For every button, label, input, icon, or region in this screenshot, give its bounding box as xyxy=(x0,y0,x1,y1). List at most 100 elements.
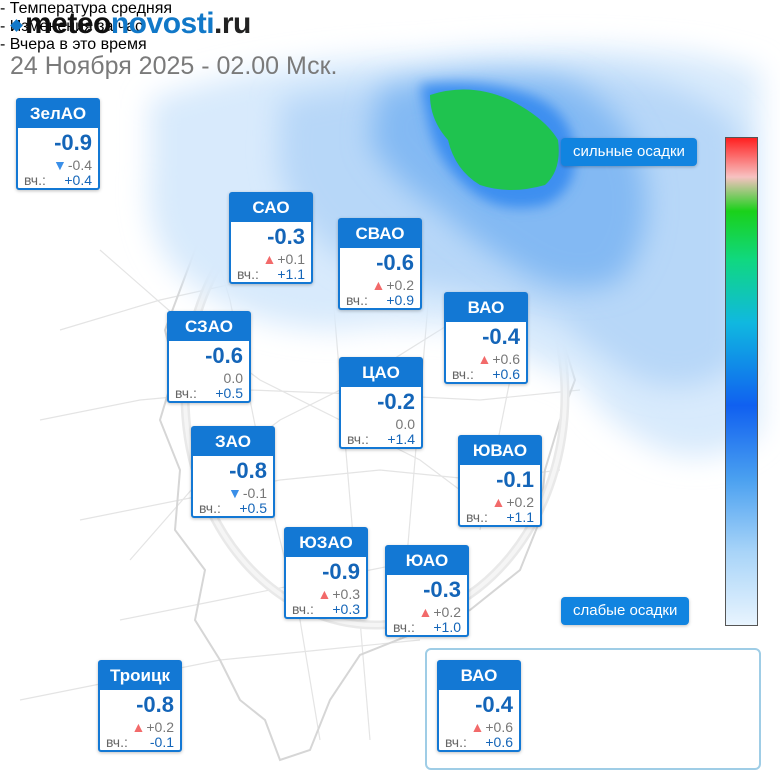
legend-line-change: - Изменения за час xyxy=(0,18,144,35)
card-title: ВАО xyxy=(446,294,526,322)
card-temperature: -0.3 xyxy=(423,577,461,602)
card-temperature: -0.6 xyxy=(205,343,243,368)
district-card-vao[interactable]: ВАО -0.4 ▲+0.6 вч.: +0.6 xyxy=(444,292,528,384)
card-temperature: -0.4 xyxy=(482,324,520,349)
forecast-date: 24 Ноября 2025 - 02.00 Мск. xyxy=(10,52,338,80)
district-card-yuao[interactable]: ЮАО -0.3 ▲+0.2 вч.: +1.0 xyxy=(385,545,469,637)
card-temperature: -0.4 xyxy=(475,692,513,717)
yesterday-label: вч.: xyxy=(346,292,368,308)
district-card-szao[interactable]: СЗАО -0.6 0.0 вч.: +0.5 xyxy=(167,311,251,403)
card-title: САО xyxy=(231,194,311,222)
card-change: ▲+0.2 xyxy=(132,719,175,735)
card-yesterday: вч.: +1.0 xyxy=(393,619,461,635)
yesterday-value: +1.1 xyxy=(506,509,534,525)
precipitation-scale-bar xyxy=(725,137,758,626)
card-temperature: -0.2 xyxy=(377,389,415,414)
yesterday-label: вч.: xyxy=(347,431,369,447)
card-temperature: -0.3 xyxy=(267,224,305,249)
card-yesterday: вч.: +1.4 xyxy=(347,431,415,447)
district-card-zao[interactable]: ЗАО -0.8 ▼-0.1 вч.: +0.5 xyxy=(191,426,275,518)
card-temperature: -0.8 xyxy=(136,692,174,717)
card-yesterday: вч.: +1.1 xyxy=(237,266,305,282)
yesterday-label: вч.: xyxy=(445,734,467,750)
card-change: ▲+0.6 xyxy=(471,719,514,735)
card-temperature: -0.6 xyxy=(376,250,414,275)
heavy-precipitation-label: сильные осадки xyxy=(561,138,697,166)
yesterday-label: вч.: xyxy=(393,619,415,635)
arrow-up-icon: ▲ xyxy=(371,277,386,293)
card-change-value: +0.2 xyxy=(386,277,414,293)
card-change-value: +0.2 xyxy=(146,719,174,735)
card-yesterday: вч.: +0.9 xyxy=(346,292,414,308)
yesterday-value: +0.3 xyxy=(332,601,360,617)
district-card-svao[interactable]: СВАО -0.6 ▲+0.2 вч.: +0.9 xyxy=(338,218,422,310)
logo-text-novosti: novosti xyxy=(110,7,215,40)
card-change-value: -0.4 xyxy=(67,157,92,173)
card-change-value: 0.0 xyxy=(395,416,415,432)
legend-example-card: ВАО -0.4 ▲+0.6 вч.: +0.6 xyxy=(437,660,521,752)
card-title: ЮЗАО xyxy=(286,529,366,557)
card-yesterday: вч.: +1.1 xyxy=(466,509,534,525)
district-card-yuzao[interactable]: ЮЗАО -0.9 ▲+0.3 вч.: +0.3 xyxy=(284,527,368,619)
card-change: ▲+0.2 xyxy=(419,604,462,620)
card-change: ▼-0.4 xyxy=(53,157,92,173)
card-change: ▲+0.2 xyxy=(492,494,535,510)
card-title: ЮВАО xyxy=(460,437,540,465)
yesterday-label: вч.: xyxy=(237,266,259,282)
card-change: ▲+0.3 xyxy=(318,586,361,602)
card-change-value: 0.0 xyxy=(223,370,243,386)
arrow-down-icon: ▼ xyxy=(228,485,242,501)
arrow-up-icon: ▲ xyxy=(491,494,506,510)
card-temperature: -0.8 xyxy=(229,458,267,483)
card-change: ▼-0.1 xyxy=(228,485,267,501)
card-title: СВАО xyxy=(340,220,420,248)
yesterday-value: +1.0 xyxy=(433,619,461,635)
card-yesterday: вч.: +0.4 xyxy=(24,172,92,188)
district-card-troick[interactable]: Троицк -0.8 ▲+0.2 вч.: -0.1 xyxy=(98,660,182,752)
yesterday-value: +0.6 xyxy=(485,734,513,750)
district-card-sao[interactable]: САО -0.3 ▲+0.1 вч.: +1.1 xyxy=(229,192,313,284)
card-title: ЮАО xyxy=(387,547,467,575)
card-title: СЗАО xyxy=(169,313,249,341)
yesterday-value: +0.5 xyxy=(239,500,267,516)
card-yesterday: вч.: +0.5 xyxy=(199,500,267,516)
legend-line-yesterday: - Вчера в это время xyxy=(0,36,147,53)
card-change-value: +0.6 xyxy=(485,719,513,735)
yesterday-label: вч.: xyxy=(452,366,474,382)
district-card-yuvao[interactable]: ЮВАО -0.1 ▲+0.2 вч.: +1.1 xyxy=(458,435,542,527)
card-yesterday: вч.: -0.1 xyxy=(106,734,174,750)
arrow-down-icon: ▼ xyxy=(53,157,67,173)
card-title: ЗАО xyxy=(193,428,273,456)
card-yesterday: вч.: +0.3 xyxy=(292,601,360,617)
light-precipitation-label: слабые осадки xyxy=(561,597,690,625)
yesterday-label: вч.: xyxy=(175,385,197,401)
yesterday-label: вч.: xyxy=(292,601,314,617)
card-yesterday: вч.: +0.5 xyxy=(175,385,243,401)
yesterday-value: +0.5 xyxy=(215,385,243,401)
arrow-up-icon: ▲ xyxy=(262,251,277,267)
yesterday-label: вч.: xyxy=(466,509,488,525)
card-title: ЦАО xyxy=(341,359,421,387)
district-card-zelao[interactable]: ЗелАО -0.9 ▼-0.4 вч.: +0.4 xyxy=(16,98,100,190)
district-card-cao[interactable]: ЦАО -0.2 0.0 вч.: +1.4 xyxy=(339,357,423,449)
logo-text-domain: .ru xyxy=(214,7,251,40)
card-yesterday: вч.: +0.6 xyxy=(452,366,520,382)
card-temperature: -0.1 xyxy=(496,467,534,492)
arrow-up-icon: ▲ xyxy=(131,719,146,735)
card-change-value: +0.2 xyxy=(433,604,461,620)
site-logo[interactable]: meteonovosti.ru xyxy=(10,6,251,42)
card-temperature: -0.9 xyxy=(322,559,360,584)
arrow-up-icon: ▲ xyxy=(477,351,492,367)
yesterday-value: +0.6 xyxy=(492,366,520,382)
card-change: ▲+0.6 xyxy=(478,351,521,367)
yesterday-value: -0.1 xyxy=(149,734,174,750)
logo-mark-icon xyxy=(10,19,23,32)
yesterday-value: +0.9 xyxy=(386,292,414,308)
card-title: ВАО xyxy=(439,662,519,690)
card-change: 0.0 xyxy=(396,416,415,432)
card-change-value: +0.2 xyxy=(506,494,534,510)
arrow-up-icon: ▲ xyxy=(418,604,433,620)
card-yesterday: вч.: +0.6 xyxy=(445,734,513,750)
card-change-value: +0.6 xyxy=(492,351,520,367)
card-change-value: -0.1 xyxy=(242,485,267,501)
